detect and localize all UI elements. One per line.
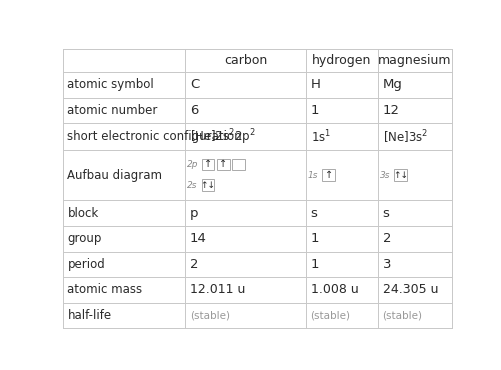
Text: 1.008 u: 1.008 u xyxy=(310,283,358,296)
Text: 2: 2 xyxy=(189,258,198,271)
Text: s: s xyxy=(382,206,389,219)
Text: 1: 1 xyxy=(310,232,319,245)
Text: $\mathregular{1s^1}$: $\mathregular{1s^1}$ xyxy=(310,128,330,145)
Text: H: H xyxy=(310,78,320,91)
Text: carbon: carbon xyxy=(223,54,267,67)
Text: C: C xyxy=(189,78,199,91)
Text: atomic number: atomic number xyxy=(67,104,157,117)
Text: 12.011 u: 12.011 u xyxy=(189,283,245,296)
Bar xyxy=(201,179,214,191)
Text: short electronic configuration: short electronic configuration xyxy=(67,130,241,143)
Text: 3s: 3s xyxy=(379,171,390,180)
Text: (stable): (stable) xyxy=(189,311,229,321)
Bar xyxy=(231,158,244,171)
Text: 2: 2 xyxy=(382,232,390,245)
Text: 2p: 2p xyxy=(187,160,198,169)
Text: s: s xyxy=(310,206,317,219)
Text: p: p xyxy=(189,206,198,219)
Text: (stable): (stable) xyxy=(382,311,422,321)
Text: 3: 3 xyxy=(382,258,390,271)
Text: 24.305 u: 24.305 u xyxy=(382,283,437,296)
Text: ↑↓: ↑↓ xyxy=(392,171,407,180)
Text: block: block xyxy=(67,206,99,219)
Bar xyxy=(322,169,335,181)
Text: ↑: ↑ xyxy=(203,159,212,169)
Text: $\mathregular{[Ne]3s^2}$: $\mathregular{[Ne]3s^2}$ xyxy=(382,128,427,146)
Text: 1s: 1s xyxy=(307,171,318,180)
Text: period: period xyxy=(67,258,105,271)
Text: (stable): (stable) xyxy=(310,311,350,321)
Text: 12: 12 xyxy=(382,104,399,117)
Text: 2s: 2s xyxy=(187,181,197,190)
Text: atomic symbol: atomic symbol xyxy=(67,78,154,91)
Text: 14: 14 xyxy=(189,232,206,245)
Bar xyxy=(216,158,229,171)
Text: half-life: half-life xyxy=(67,309,111,322)
Text: atomic mass: atomic mass xyxy=(67,283,142,296)
Text: ↑: ↑ xyxy=(219,159,227,169)
Text: hydrogen: hydrogen xyxy=(312,54,371,67)
Text: 1: 1 xyxy=(310,258,319,271)
Bar xyxy=(201,158,214,171)
Text: Mg: Mg xyxy=(382,78,402,91)
Bar xyxy=(393,169,406,181)
Text: Aufbau diagram: Aufbau diagram xyxy=(67,169,162,182)
Text: magnesium: magnesium xyxy=(377,54,451,67)
Text: 6: 6 xyxy=(189,104,198,117)
Text: ↑↓: ↑↓ xyxy=(200,181,215,190)
Text: $\mathregular{[He]2s^22p^2}$: $\mathregular{[He]2s^22p^2}$ xyxy=(189,127,255,147)
Text: 1: 1 xyxy=(310,104,319,117)
Text: group: group xyxy=(67,232,102,245)
Text: ↑: ↑ xyxy=(324,170,332,180)
